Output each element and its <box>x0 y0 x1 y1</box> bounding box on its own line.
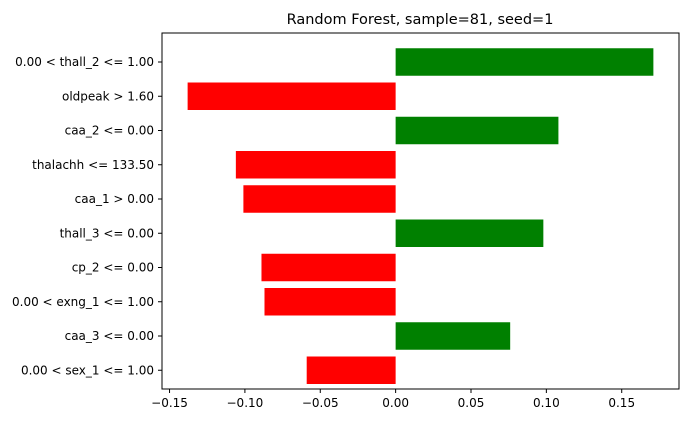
bar <box>395 116 559 145</box>
chart-title: Random Forest, sample=81, seed=1 <box>287 12 554 28</box>
x-tick-label: 0.00 <box>382 396 409 410</box>
y-tick-label: thalachh <= 133.50 <box>32 158 154 172</box>
bar <box>261 253 396 282</box>
y-tick-label: caa_2 <= 0.00 <box>65 124 154 138</box>
bar <box>187 82 396 110</box>
y-tick-label: caa_3 <= 0.00 <box>65 329 154 343</box>
x-tick-label: 0.15 <box>608 396 635 410</box>
bar <box>395 219 544 247</box>
y-tick-label: oldpeak > 1.60 <box>62 89 154 103</box>
y-tick-label: 0.00 < exng_1 <= 1.00 <box>12 295 154 309</box>
bar <box>264 288 396 316</box>
bar <box>395 48 654 76</box>
bar <box>243 185 396 213</box>
plot-frame <box>161 32 680 390</box>
y-tick-label: 0.00 < sex_1 <= 1.00 <box>21 363 154 377</box>
bar <box>235 151 396 179</box>
x-tick-label: 0.05 <box>458 396 485 410</box>
y-tick-label: 0.00 < thall_2 <= 1.00 <box>15 55 154 69</box>
bar <box>395 322 511 350</box>
y-axis-ticks: 0.00 < thall_2 <= 1.00 oldpeak > 1.60 caa_… <box>12 55 162 377</box>
bars-group <box>187 48 654 384</box>
y-tick-label: thall_3 <= 0.00 <box>60 226 154 240</box>
x-tick-label: −0.10 <box>227 396 264 410</box>
y-tick-label: cp_2 <= 0.00 <box>72 261 154 275</box>
x-axis-ticks: −0.15 −0.10 −0.05 0.00 0.05 0.10 0.15 <box>151 389 635 410</box>
x-tick-label: −0.15 <box>151 396 188 410</box>
x-tick-label: 0.10 <box>533 396 560 410</box>
x-tick-label: −0.05 <box>302 396 339 410</box>
y-tick-label: caa_1 > 0.00 <box>75 192 154 206</box>
bar <box>306 356 396 384</box>
